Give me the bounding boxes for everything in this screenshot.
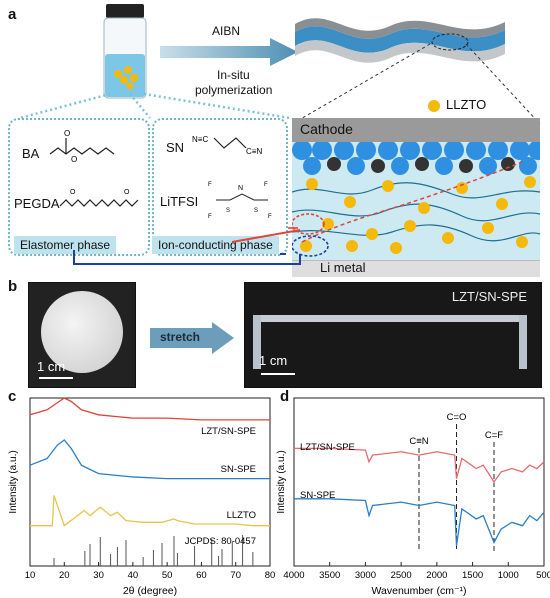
ion-conducting-box (152, 118, 288, 256)
scale-bar-right (261, 373, 295, 375)
ftir-trace-label-sn: SN-SPE (300, 490, 335, 501)
ftir-band-label: C=F (485, 430, 503, 441)
svg-text:C≡N: C≡N (246, 147, 262, 156)
xrd-xtick-label: 30 (93, 570, 104, 581)
xrd-chart: Intensity (a.u.) 2θ (degree) 10 20 30 40 50 6… (8, 397, 275, 597)
svg-text:S: S (226, 208, 230, 214)
xrd-xlabel: 2θ (degree) (123, 585, 177, 597)
flexible-film-illustration (295, 18, 505, 63)
ba-structure: OO (49, 129, 115, 164)
sample-title: LZT/SN-SPE (451, 289, 527, 304)
xrd-trace-label-sn: SN-SPE (221, 464, 256, 475)
svg-text:N≡C: N≡C (192, 135, 208, 144)
ftir-series-line-1 (294, 498, 545, 546)
vial-dotted-guides (19, 92, 291, 120)
ftir-band-label: C≡N (409, 436, 428, 447)
phase-connectors (73, 227, 301, 265)
xrd-reference-label: JCPDS: 80-0457 (185, 536, 256, 547)
ftir-xtick-label: 1500 (462, 570, 483, 581)
ftir-plot-frame (293, 397, 545, 567)
li-metal-layer (292, 260, 540, 277)
xrd-xtick-label: 70 (230, 570, 241, 581)
litfsi-structure: F F N S S F F (208, 182, 272, 220)
sn-label: SN (166, 140, 185, 155)
llzto-legend-dot (428, 100, 440, 112)
ftir-xtick-label: 500 (536, 570, 550, 581)
xrd-xtick-label: 20 (59, 570, 70, 581)
xrd-series-line-1 (29, 439, 270, 480)
xrd-xtick-label: 60 (196, 570, 207, 581)
ftir-xtick-label: 2500 (391, 570, 412, 581)
xrd-trace-label-lzt: LZT/SN-SPE (201, 426, 256, 437)
zoom-lines (291, 43, 541, 125)
ftir-xtick-label: 3500 (319, 570, 340, 581)
litfsi-label: LiTFSI (160, 194, 199, 209)
sn-structure: N≡C C≡N (192, 135, 262, 156)
xrd-series-line-0 (29, 397, 270, 421)
li-metal-label: Li metal (320, 260, 366, 275)
ftir-xtick-label: 1000 (498, 570, 519, 581)
xrd-plot-frame (29, 397, 271, 567)
stretched-strip (255, 315, 525, 322)
disk-photo: 1 cm (28, 282, 136, 388)
pegda-label: PEGDA (14, 196, 60, 211)
panel-a-letter: a (8, 6, 17, 23)
ftir-ylabel: Intensity (a.u.) (276, 450, 287, 513)
scale-label-left: 1 cm (37, 359, 66, 374)
ftir-band-label: C=O (447, 412, 467, 423)
svg-text:O: O (64, 129, 70, 138)
svg-text:O: O (70, 189, 76, 196)
panel-b-letter: b (8, 278, 18, 295)
panel-c-letter: c (8, 388, 17, 405)
svg-text:S: S (254, 208, 258, 214)
ba-label: BA (22, 146, 40, 161)
clamp-right (519, 315, 527, 369)
svg-text:F: F (264, 182, 268, 188)
elastomer-phase-label: Elastomer phase (14, 236, 117, 254)
llzto-legend-label: LLZTO (446, 97, 487, 112)
cathode-label: Cathode (300, 121, 353, 137)
electrolyte-disk (41, 291, 123, 373)
panel-d-letter: d (280, 388, 290, 405)
scale-label-right: 1 cm (259, 353, 288, 368)
stretch-label: stretch (160, 330, 201, 344)
svg-text:F: F (208, 214, 212, 220)
electrolyte-cross-section (292, 142, 540, 260)
svg-text:O: O (124, 189, 130, 196)
ion-conducting-phase-label: Ion-conducting phase (152, 236, 279, 254)
vial-illustration (103, 4, 147, 99)
clamp-left (253, 315, 261, 369)
ftir-xlabel: Wavenumber (cm⁻¹) (372, 585, 467, 597)
svg-text:F: F (268, 214, 272, 220)
ftir-xtick-label: 4000 (283, 570, 304, 581)
aibn-label: AIBN (212, 24, 241, 38)
xrd-xtick-label: 50 (162, 570, 173, 581)
xrd-xtick-label: 40 (128, 570, 139, 581)
svg-text:N: N (238, 185, 243, 192)
polymerization-label: polymerization (195, 83, 273, 97)
elastomer-box (8, 118, 150, 256)
ftir-series-line-0 (294, 447, 545, 484)
stretch-arrow (150, 322, 234, 354)
xrd-series-line-2 (30, 495, 270, 527)
ftir-chart: Intensity (a.u.) Wavenumber (cm⁻¹) 4000 3… (276, 397, 550, 597)
polymerization-arrow (160, 38, 298, 66)
stretched-sample-photo: LZT/SN-SPE 1 cm (244, 282, 542, 388)
cathode-layer (292, 118, 540, 142)
xrd-ylabel: Intensity (a.u.) (8, 450, 19, 513)
svg-text:F: F (208, 182, 212, 188)
ftir-xtick-label: 2000 (426, 570, 447, 581)
xrd-trace-label-llzto: LLZTO (227, 510, 256, 521)
xrd-xtick-label: 10 (25, 570, 36, 581)
ftir-trace-label-lzt: LZT/SN-SPE (300, 442, 355, 453)
svg-text:O: O (71, 155, 77, 164)
ftir-xtick-label: 3000 (355, 570, 376, 581)
in-situ-label: In-situ (217, 68, 250, 82)
xrd-xtick-label: 80 (265, 570, 275, 581)
scale-bar-left (39, 377, 73, 379)
